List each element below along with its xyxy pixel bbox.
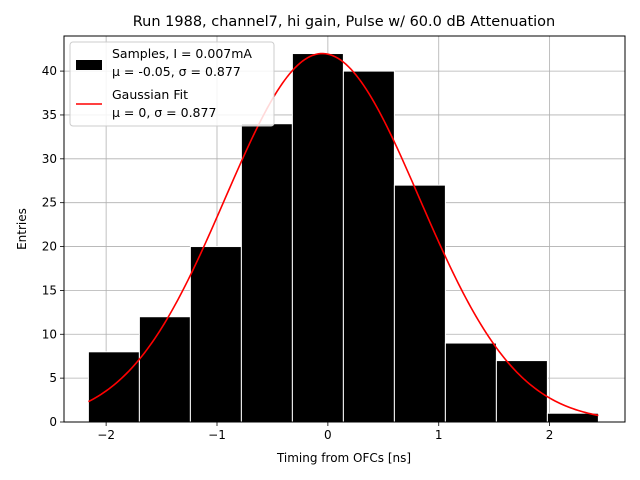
histogram-bar xyxy=(393,184,446,423)
histogram-bar xyxy=(342,70,395,423)
x-tick-label: −1 xyxy=(208,428,226,442)
x-tick-label: 0 xyxy=(324,428,332,442)
y-axis-ticks: 0 5 10 15 20 25 30 35 40 xyxy=(42,64,64,429)
gaussian-fit xyxy=(88,52,599,417)
legend-fit-label: Gaussian Fit xyxy=(112,87,188,102)
histogram-bar xyxy=(291,53,344,423)
x-axis-label: Timing from OFCs [ns] xyxy=(276,451,411,465)
histogram-bar xyxy=(444,342,497,423)
legend-samples-swatch xyxy=(76,60,102,70)
x-tick-label: 2 xyxy=(546,428,554,442)
y-axis-label: Entries xyxy=(15,208,29,250)
histogram-bar xyxy=(189,246,242,423)
plot-frame xyxy=(63,35,626,423)
y-tick-label: 5 xyxy=(49,371,57,385)
legend-samples-stats: μ = -0.05, σ = 0.877 xyxy=(112,64,241,79)
x-tick-label: −2 xyxy=(97,428,115,442)
histogram-bar xyxy=(138,316,191,423)
y-tick-label: 20 xyxy=(42,240,57,254)
y-tick-label: 35 xyxy=(42,108,57,122)
histogram-bars xyxy=(87,53,599,423)
x-tick-label: 1 xyxy=(435,428,443,442)
y-tick-label: 15 xyxy=(42,283,57,297)
histogram-bar xyxy=(240,123,293,423)
histogram-bar xyxy=(87,351,140,423)
chart-title: Run 1988, channel7, hi gain, Pulse w/ 60… xyxy=(133,14,556,30)
y-tick-label: 40 xyxy=(42,64,57,78)
gaussian-fit-line xyxy=(88,52,599,417)
y-tick-label: 10 xyxy=(42,327,57,341)
y-tick-label: 25 xyxy=(42,196,57,210)
legend: Samples, I = 0.007mA μ = -0.05, σ = 0.87… xyxy=(69,41,275,127)
y-tick-label: 0 xyxy=(49,415,57,429)
legend-box xyxy=(69,41,275,127)
legend-samples-label: Samples, I = 0.007mA xyxy=(112,46,252,61)
legend-fit-stats: μ = 0, σ = 0.877 xyxy=(112,105,216,120)
y-tick-label: 30 xyxy=(42,152,57,166)
x-axis-ticks: −2 −1 0 1 2 xyxy=(97,422,553,442)
